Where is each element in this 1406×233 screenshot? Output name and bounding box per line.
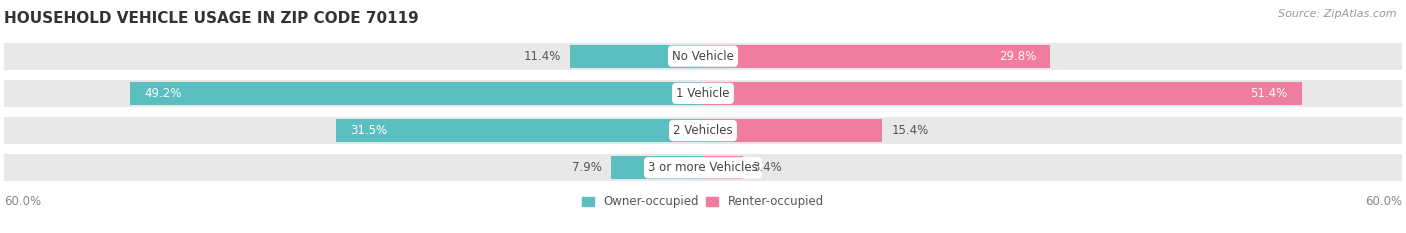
Text: No Vehicle: No Vehicle bbox=[672, 50, 734, 63]
Text: 49.2%: 49.2% bbox=[143, 87, 181, 100]
Bar bbox=[571, 45, 703, 68]
Text: 2 Vehicles: 2 Vehicles bbox=[673, 124, 733, 137]
Text: 11.4%: 11.4% bbox=[523, 50, 561, 63]
Text: 51.4%: 51.4% bbox=[1250, 87, 1288, 100]
Text: 60.0%: 60.0% bbox=[1365, 195, 1402, 208]
Bar bbox=[703, 82, 1302, 105]
Bar bbox=[4, 117, 1402, 144]
Text: HOUSEHOLD VEHICLE USAGE IN ZIP CODE 70119: HOUSEHOLD VEHICLE USAGE IN ZIP CODE 7011… bbox=[4, 11, 419, 26]
Text: 31.5%: 31.5% bbox=[350, 124, 387, 137]
Text: 15.4%: 15.4% bbox=[891, 124, 929, 137]
Bar bbox=[703, 119, 883, 142]
Text: 60.0%: 60.0% bbox=[4, 195, 41, 208]
Bar bbox=[4, 154, 1402, 181]
Bar bbox=[703, 156, 742, 179]
Text: 3 or more Vehicles: 3 or more Vehicles bbox=[648, 161, 758, 174]
Text: 29.8%: 29.8% bbox=[998, 50, 1036, 63]
Bar bbox=[129, 82, 703, 105]
Bar bbox=[336, 119, 703, 142]
Bar bbox=[703, 45, 1050, 68]
Legend: Owner-occupied, Renter-occupied: Owner-occupied, Renter-occupied bbox=[582, 195, 824, 209]
Text: 1 Vehicle: 1 Vehicle bbox=[676, 87, 730, 100]
Text: Source: ZipAtlas.com: Source: ZipAtlas.com bbox=[1278, 9, 1396, 19]
Bar bbox=[612, 156, 703, 179]
Bar bbox=[4, 80, 1402, 107]
Bar bbox=[4, 43, 1402, 70]
Text: 3.4%: 3.4% bbox=[752, 161, 782, 174]
Text: 7.9%: 7.9% bbox=[572, 161, 602, 174]
